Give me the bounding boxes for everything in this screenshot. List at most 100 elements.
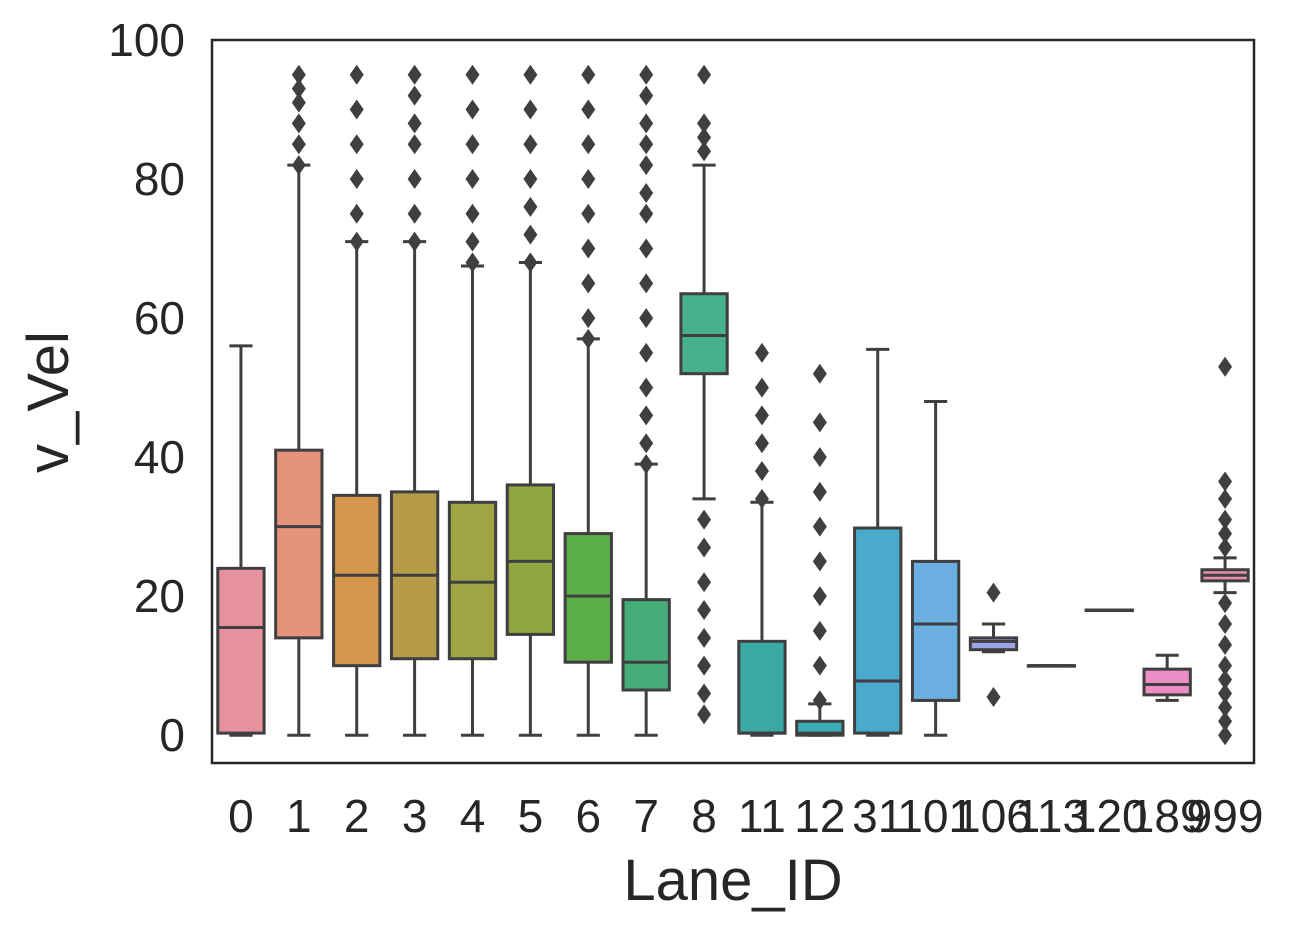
outlier-point (581, 134, 596, 155)
outlier-point (1218, 613, 1233, 634)
outlier-point (407, 231, 422, 252)
outlier-point (812, 655, 827, 676)
plot-content (216, 64, 1250, 746)
outlier-point (1218, 634, 1233, 655)
x-tick-label: 8 (691, 790, 717, 842)
outlier-point (523, 252, 538, 273)
box-body (216, 566, 266, 735)
outlier-point (349, 99, 364, 120)
outlier-point (697, 127, 712, 148)
x-tick-label: 113 (1015, 790, 1088, 842)
outlier-point (697, 627, 712, 648)
outlier-point (1218, 356, 1233, 377)
outlier-point (407, 169, 422, 190)
outlier-point (1218, 711, 1233, 732)
x-tick-label: 5 (518, 790, 544, 842)
outlier-point (465, 231, 480, 252)
outlier-point (812, 690, 827, 711)
outlier-point (523, 169, 538, 190)
outlier-point (1218, 725, 1233, 746)
x-tick-label: 189 (1129, 790, 1206, 842)
outlier-point (291, 64, 306, 85)
box-body (853, 526, 903, 735)
outlier-point (291, 113, 306, 134)
x-axis-title: Lane_ID (623, 848, 842, 913)
x-tick-label: 2 (344, 790, 370, 842)
outlier-point (1218, 509, 1233, 530)
x-tick-label: 7 (633, 790, 659, 842)
box-body (679, 292, 729, 376)
outlier-point (581, 64, 596, 85)
outlier-point (697, 683, 712, 704)
box-lane-11 (737, 342, 787, 737)
outlier-point (812, 586, 827, 607)
box-lane-4 (447, 64, 498, 737)
box-body (274, 448, 324, 640)
outlier-point (465, 169, 480, 190)
outlier-point (349, 64, 364, 85)
outlier-point (407, 134, 422, 155)
y-axis-ticks: 0 20 40 60 80 100 (108, 14, 185, 761)
outlier-point (523, 196, 538, 217)
box-lane-101 (910, 400, 961, 737)
box-lane-31 (853, 347, 903, 737)
outlier-point (465, 203, 480, 224)
outlier-point (754, 342, 769, 363)
outlier-point (812, 551, 827, 572)
outlier-point (1218, 523, 1233, 544)
outlier-point (639, 308, 654, 329)
x-tick-label: 106 (955, 790, 1032, 842)
outlier-point (697, 64, 712, 85)
outlier-point (581, 203, 596, 224)
outlier-point (1218, 683, 1233, 704)
outlier-point (754, 405, 769, 426)
outlier-point (523, 64, 538, 85)
box-lane-1 (274, 64, 324, 737)
outlier-point (697, 509, 712, 530)
plot-frame (210, 38, 1256, 765)
outlier-point (1218, 488, 1233, 509)
outlier-point (581, 273, 596, 294)
x-tick-label: 1 (286, 790, 312, 842)
outlier-point (697, 655, 712, 676)
outlier-point (639, 433, 654, 454)
x-tick-label: 4 (460, 790, 486, 842)
outlier-point (639, 134, 654, 155)
outlier-point (639, 85, 654, 106)
outlier-point (812, 620, 827, 641)
outlier-point (812, 481, 827, 502)
x-tick-label: 6 (575, 790, 601, 842)
outlier-point (697, 572, 712, 593)
outlier-point (291, 134, 306, 155)
outlier-point (523, 224, 538, 245)
box-body (332, 493, 382, 668)
outlier-point (407, 64, 422, 85)
outlier-point (1218, 655, 1233, 676)
box-body (505, 483, 556, 636)
outlier-point (1218, 537, 1233, 558)
box-body (621, 598, 671, 692)
outlier-point (812, 516, 827, 537)
outlier-point (349, 203, 364, 224)
x-tick-label: 31 (852, 790, 903, 842)
x-tick-label: 12 (794, 790, 845, 842)
outlier-point (291, 155, 306, 176)
box-lane-106 (968, 582, 1019, 707)
outlier-point (812, 447, 827, 468)
outlier-point (349, 169, 364, 190)
box-lane-0 (216, 344, 266, 737)
outlier-point (697, 113, 712, 134)
x-tick-label: 11 (738, 790, 786, 842)
box-body (737, 639, 787, 735)
outlier-point (523, 134, 538, 155)
box-lane-999 (1200, 356, 1250, 746)
outlier-point (407, 203, 422, 224)
box-body (447, 500, 498, 661)
outlier-point (639, 342, 654, 363)
outlier-point (697, 537, 712, 558)
y-tick-label: 100 (108, 14, 185, 66)
outlier-point (639, 454, 654, 475)
box-lane-7 (621, 64, 671, 737)
outlier-point (639, 377, 654, 398)
